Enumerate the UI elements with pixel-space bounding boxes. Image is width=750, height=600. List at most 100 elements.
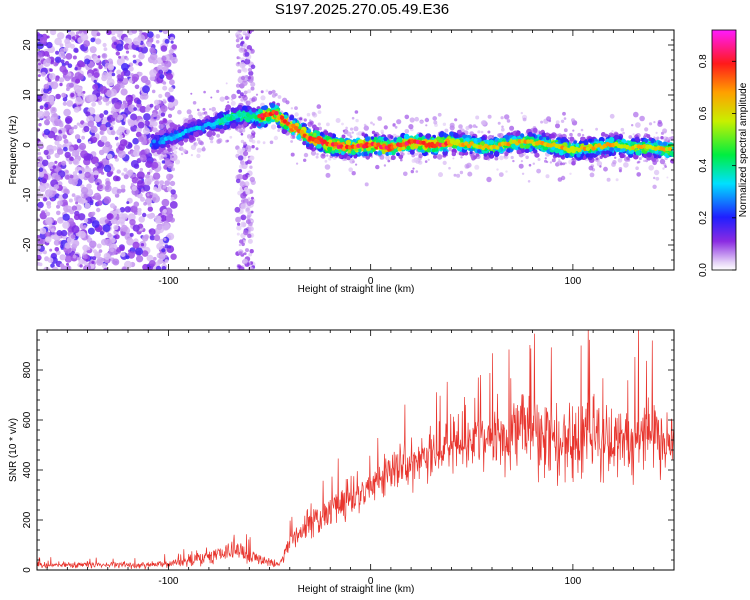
ridge-blob xyxy=(588,138,593,143)
noise-blob xyxy=(48,73,56,80)
halo-blob xyxy=(324,159,328,163)
noise-blob xyxy=(91,132,95,137)
ridge-blob xyxy=(189,131,194,136)
noise-blob xyxy=(53,239,61,246)
noise-blob xyxy=(73,106,80,113)
noise-blob xyxy=(135,131,142,138)
halo-blob xyxy=(606,177,611,182)
noise-blob xyxy=(170,189,176,195)
halo-blob xyxy=(230,100,236,106)
halo-blob xyxy=(527,180,531,183)
noise-blob xyxy=(110,30,116,36)
noise-blob xyxy=(110,218,118,225)
noise-blob xyxy=(62,69,68,76)
noise-blob xyxy=(44,236,52,243)
noise-blob xyxy=(46,41,53,49)
ridge-blob xyxy=(296,135,301,140)
streak-blob xyxy=(250,196,254,200)
streak-blob xyxy=(240,132,244,136)
noise-blob xyxy=(118,143,125,151)
ridge-blob xyxy=(370,136,375,140)
noise-blob xyxy=(55,50,60,55)
ridge-blob xyxy=(166,143,171,149)
ridge-blob xyxy=(353,154,358,159)
halo-blob xyxy=(520,111,523,115)
halo-blob xyxy=(563,117,567,120)
halo-blob xyxy=(442,160,447,165)
noise-blob xyxy=(153,186,158,191)
noise-blob xyxy=(116,188,122,194)
streak-blob xyxy=(247,233,252,239)
noise-blob xyxy=(43,110,50,117)
noise-blob xyxy=(112,112,119,119)
noise-blob xyxy=(69,82,74,88)
halo-blob xyxy=(387,159,391,163)
streak-blob xyxy=(234,206,241,213)
noise-blob xyxy=(156,224,163,231)
streak-blob xyxy=(242,258,248,264)
ridge-blob xyxy=(156,149,162,155)
noise-blob xyxy=(121,63,129,71)
noise-blob xyxy=(76,122,80,126)
noise-blob xyxy=(142,85,150,94)
noise-blob xyxy=(45,217,53,224)
ridge-blob xyxy=(306,143,310,148)
noise-blob xyxy=(109,127,113,131)
ridge-blob xyxy=(602,150,606,155)
ridge-blob xyxy=(331,150,335,154)
noise-blob xyxy=(162,85,168,91)
ridge-blob xyxy=(449,131,454,137)
halo-blob xyxy=(572,129,575,132)
ridge-blob xyxy=(573,140,577,144)
noise-blob xyxy=(142,212,147,218)
noise-blob xyxy=(166,161,174,169)
halo-blob xyxy=(662,167,665,170)
noise-blob xyxy=(132,137,139,145)
streak-blob xyxy=(239,92,244,97)
ridge-blob xyxy=(493,151,500,157)
noise-blob xyxy=(152,256,157,261)
halo-blob xyxy=(612,160,617,165)
noise-blob xyxy=(56,135,63,142)
noise-blob xyxy=(86,246,91,251)
streak-blob xyxy=(237,69,242,74)
noise-blob xyxy=(164,207,173,216)
streak-blob xyxy=(250,64,256,70)
ridge-blob xyxy=(527,131,533,137)
noise-blob xyxy=(140,196,145,202)
noise-blob xyxy=(72,158,80,166)
noise-blob xyxy=(119,207,126,213)
noise-blob xyxy=(114,102,122,110)
noise-blob xyxy=(69,174,74,179)
halo-blob xyxy=(635,166,639,170)
halo-blob xyxy=(615,178,619,182)
noise-blob xyxy=(161,160,166,164)
ridge-blob xyxy=(488,139,495,145)
noise-blob xyxy=(127,151,132,155)
noise-blob xyxy=(38,167,44,172)
noise-blob xyxy=(38,184,47,193)
halo-blob xyxy=(355,118,359,123)
noise-blob xyxy=(92,256,97,261)
ridge-blob xyxy=(292,120,296,124)
ridge-blob xyxy=(595,150,601,156)
halo-blob xyxy=(414,116,420,122)
noise-blob xyxy=(132,224,140,232)
streak-blob xyxy=(251,145,255,149)
noise-blob xyxy=(158,69,164,75)
halo-blob xyxy=(303,152,309,158)
noise-blob xyxy=(103,164,112,173)
noise-blob xyxy=(170,253,177,260)
noise-blob xyxy=(103,196,112,205)
ridge-blob xyxy=(396,152,400,157)
halo-blob xyxy=(567,136,570,140)
noise-blob xyxy=(66,265,71,270)
halo-blob xyxy=(496,168,499,171)
halo-blob xyxy=(328,157,332,161)
halo-blob xyxy=(269,140,274,145)
noise-blob xyxy=(43,51,50,57)
halo-blob xyxy=(653,121,656,124)
halo-blob xyxy=(210,96,213,99)
halo-blob xyxy=(296,162,299,165)
noise-blob xyxy=(66,87,70,92)
